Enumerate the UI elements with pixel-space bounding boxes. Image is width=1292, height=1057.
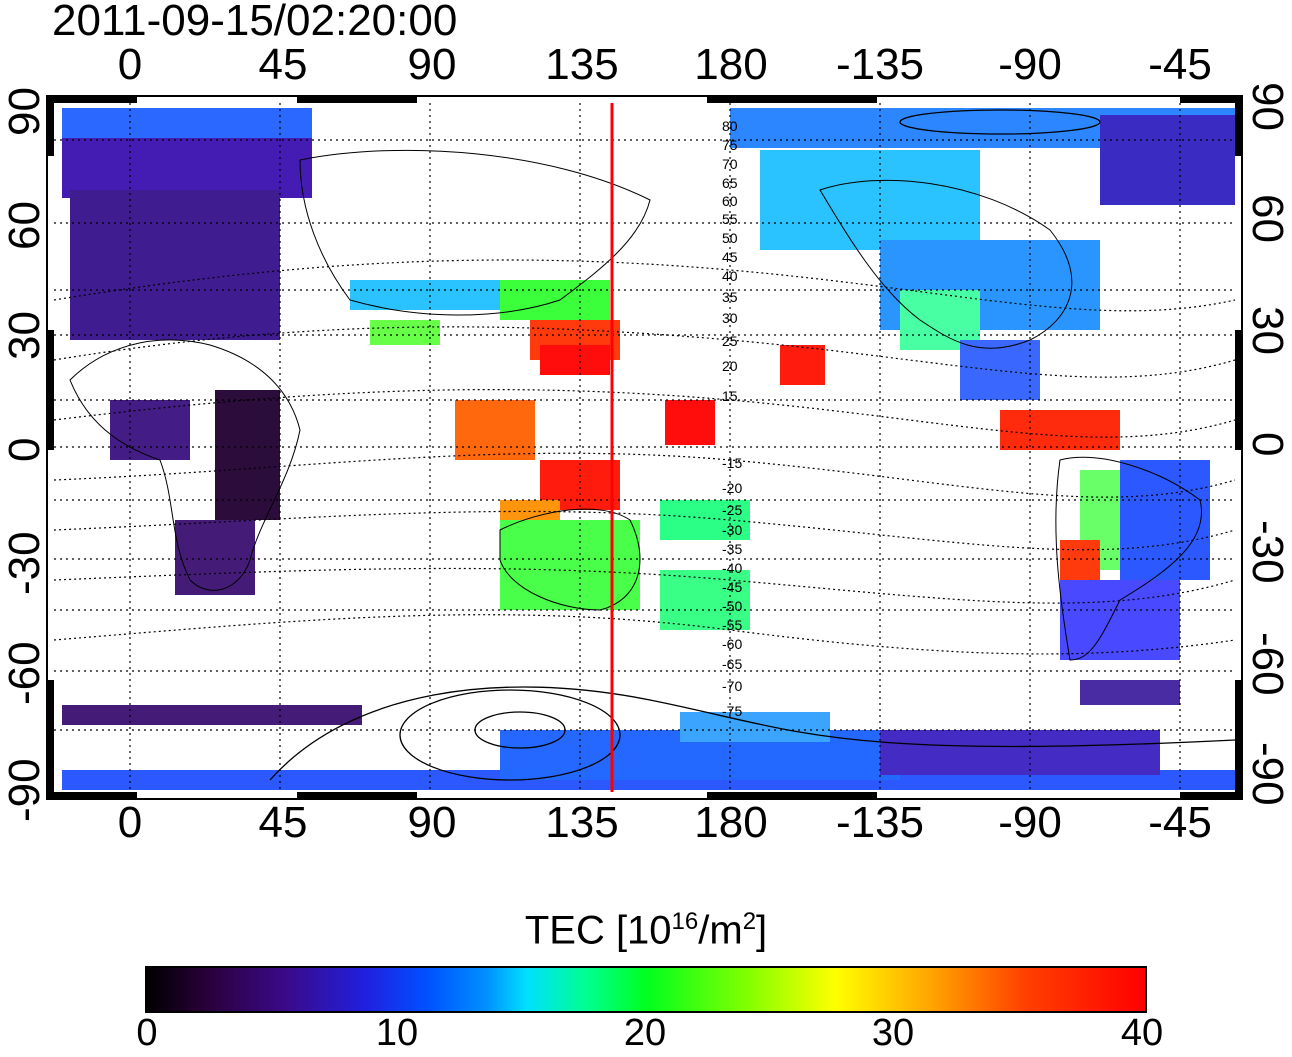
- mlat-label: -70: [722, 678, 743, 694]
- lat-tick-right: -30: [1243, 520, 1292, 584]
- colorbar-tick: 40: [1120, 1012, 1164, 1054]
- lat-tick-left: -90: [0, 758, 49, 822]
- lon-tick-top: -135: [835, 40, 925, 89]
- mlat-label: 70: [722, 156, 738, 172]
- colorbar-tick: 20: [623, 1012, 667, 1054]
- colorbar-tick: 10: [375, 1012, 419, 1054]
- lon-tick-bottom: 0: [117, 798, 143, 847]
- lon-tick-bottom: 45: [258, 798, 308, 847]
- magnetic-contours: [53, 259, 1236, 655]
- lon-tick-bottom: 90: [407, 798, 457, 847]
- mlat-label: 25: [722, 333, 738, 349]
- mlat-label: -35: [722, 541, 743, 557]
- lon-tick-bottom: 135: [545, 798, 619, 847]
- mlat-label: 40: [722, 268, 738, 284]
- lon-tick-bottom: -45: [1148, 798, 1212, 847]
- coastlines: [69, 149, 1202, 661]
- lon-tick-top: -45: [1148, 40, 1212, 89]
- lat-tick-right: -90: [1243, 742, 1292, 806]
- mlat-label: 30: [722, 310, 738, 326]
- lon-tick-bottom: -90: [998, 798, 1062, 847]
- tec-patches: [62, 108, 1235, 790]
- lat-tick-right: 30: [1243, 306, 1292, 355]
- frame-bars: [47, 96, 1242, 799]
- lat-tick-left: -60: [0, 641, 49, 705]
- colorbar-tick: 0: [136, 1012, 158, 1054]
- mlat-label: -45: [722, 579, 743, 595]
- mlat-label: -25: [722, 502, 743, 518]
- colorbar-title-main: TEC [10: [524, 908, 672, 953]
- lon-tick-top: 180: [694, 40, 768, 89]
- lat-tick-left: -30: [0, 531, 49, 595]
- mlat-label: -50: [722, 598, 743, 614]
- mlat-label: -60: [722, 636, 743, 652]
- mlat-label: 15: [722, 388, 738, 404]
- mlat-label: 20: [722, 358, 738, 374]
- mlat-label: 60: [722, 193, 738, 209]
- mlat-label: 35: [722, 289, 738, 305]
- mlat-label: 50: [722, 230, 738, 246]
- mlat-label: -20: [722, 480, 743, 496]
- lat-tick-left: 60: [0, 201, 49, 250]
- magnetic-pole-contours: [269, 109, 1236, 781]
- mlat-label: 75: [722, 137, 738, 153]
- colorbar-title-exponent: 16: [671, 908, 699, 935]
- colorbar-title-unit-exponent: 2: [742, 908, 757, 935]
- mlat-label: -15: [722, 455, 743, 471]
- colorbar-title-unit: /m: [698, 908, 743, 953]
- lon-tick-top: 135: [545, 40, 619, 89]
- grid: [54, 103, 1235, 792]
- mlat-label: -75: [722, 703, 743, 719]
- lat-tick-left: 0: [0, 437, 49, 462]
- lat-tick-right: -60: [1243, 632, 1292, 696]
- lon-tick-top: 90: [407, 40, 457, 89]
- colorbar-title-end: ]: [756, 908, 768, 953]
- colorbar-title: TEC [1016/m2]: [0, 908, 1292, 953]
- lon-tick-top: -90: [998, 40, 1062, 89]
- timestamp: 2011-09-15/02:20:00: [52, 0, 458, 45]
- mlat-label: -65: [722, 656, 743, 672]
- mlat-label: 55: [722, 211, 738, 227]
- lon-tick-top: 45: [258, 40, 308, 89]
- mlat-label: 80: [722, 118, 738, 134]
- mlat-label: -55: [722, 617, 743, 633]
- lat-tick-right: 0: [1243, 432, 1292, 457]
- lat-tick-right: 60: [1243, 194, 1292, 243]
- colorbar-tick: 30: [871, 1012, 915, 1054]
- lon-tick-bottom: 180: [694, 798, 768, 847]
- lat-tick-left: 30: [0, 311, 49, 360]
- mlat-label: 45: [722, 249, 738, 265]
- lon-tick-top: 0: [117, 40, 143, 89]
- lat-tick-right: 90: [1243, 82, 1292, 131]
- mlat-label: -30: [722, 522, 743, 538]
- mlat-label: -40: [722, 560, 743, 576]
- lon-tick-bottom: -135: [835, 798, 925, 847]
- mlat-label: 65: [722, 175, 738, 191]
- colorbar: [145, 966, 1147, 1013]
- lat-tick-left: 90: [0, 87, 49, 136]
